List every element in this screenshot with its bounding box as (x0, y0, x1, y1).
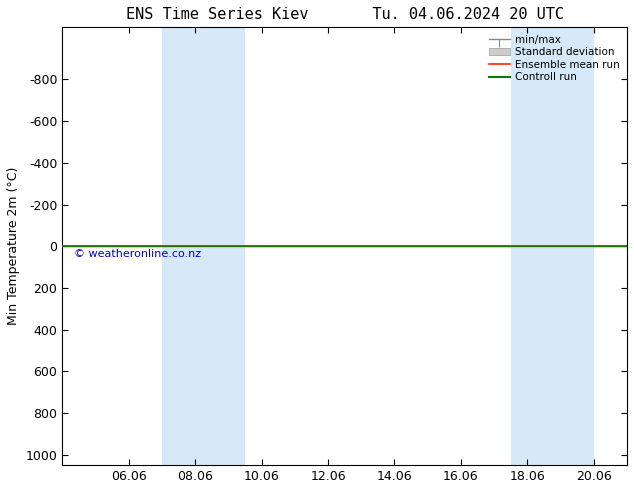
Title: ENS Time Series Kiev       Tu. 04.06.2024 20 UTC: ENS Time Series Kiev Tu. 04.06.2024 20 U… (126, 7, 564, 22)
Bar (511, 27, 594, 465)
Bar (162, 27, 245, 465)
Y-axis label: Min Temperature 2m (°C): Min Temperature 2m (°C) (7, 167, 20, 325)
Legend: min/max, Standard deviation, Ensemble mean run, Controll run: min/max, Standard deviation, Ensemble me… (487, 32, 622, 84)
Text: © weatheronline.co.nz: © weatheronline.co.nz (74, 249, 200, 259)
